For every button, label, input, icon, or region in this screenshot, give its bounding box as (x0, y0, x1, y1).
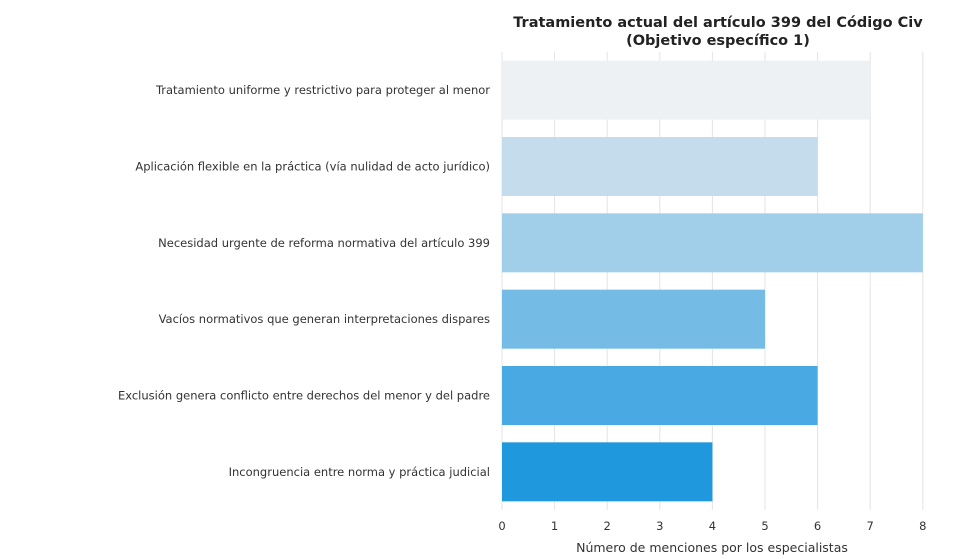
x-ticks: 0 1 2 3 4 5 6 7 8 (498, 519, 926, 533)
category-label-2: Necesidad urgente de reforma normativa d… (158, 236, 490, 250)
category-label-4: Exclusión genera conflicto entre derecho… (118, 389, 490, 403)
bar-2 (502, 213, 923, 273)
x-tick-label-1: 1 (551, 519, 558, 533)
x-axis-label: Número de menciones por los especialista… (576, 540, 848, 555)
bar-4 (502, 366, 818, 425)
grid (501, 52, 924, 510)
x-tick-label-2: 2 (604, 519, 611, 533)
category-label-3: Vacíos normativos que generan interpreta… (159, 312, 490, 326)
category-label-1: Aplicación flexible en la práctica (vía … (135, 160, 490, 174)
x-tick-label-3: 3 (656, 519, 663, 533)
bar-5 (502, 442, 713, 502)
category-label-0: Tratamiento uniforme y restrictivo para … (155, 83, 490, 97)
x-tick-label-5: 5 (761, 519, 768, 533)
x-tick-label-4: 4 (709, 519, 716, 533)
x-tick-label-7: 7 (867, 519, 874, 533)
category-label-5: Incongruencia entre norma y práctica jud… (229, 465, 490, 479)
chart-title-line-2: (Objetivo específico 1) (626, 33, 810, 49)
bar-1 (502, 137, 818, 196)
category-labels: Tratamiento uniforme y restrictivo para … (118, 83, 490, 479)
bar-0 (502, 60, 871, 120)
bars (502, 60, 923, 502)
bar-3 (502, 289, 765, 349)
x-tick-label-0: 0 (498, 519, 505, 533)
x-tick-label-6: 6 (814, 519, 821, 533)
x-tick-label-8: 8 (919, 519, 926, 533)
chart-title-line-1: Tratamiento actual del artículo 399 del … (513, 15, 923, 31)
